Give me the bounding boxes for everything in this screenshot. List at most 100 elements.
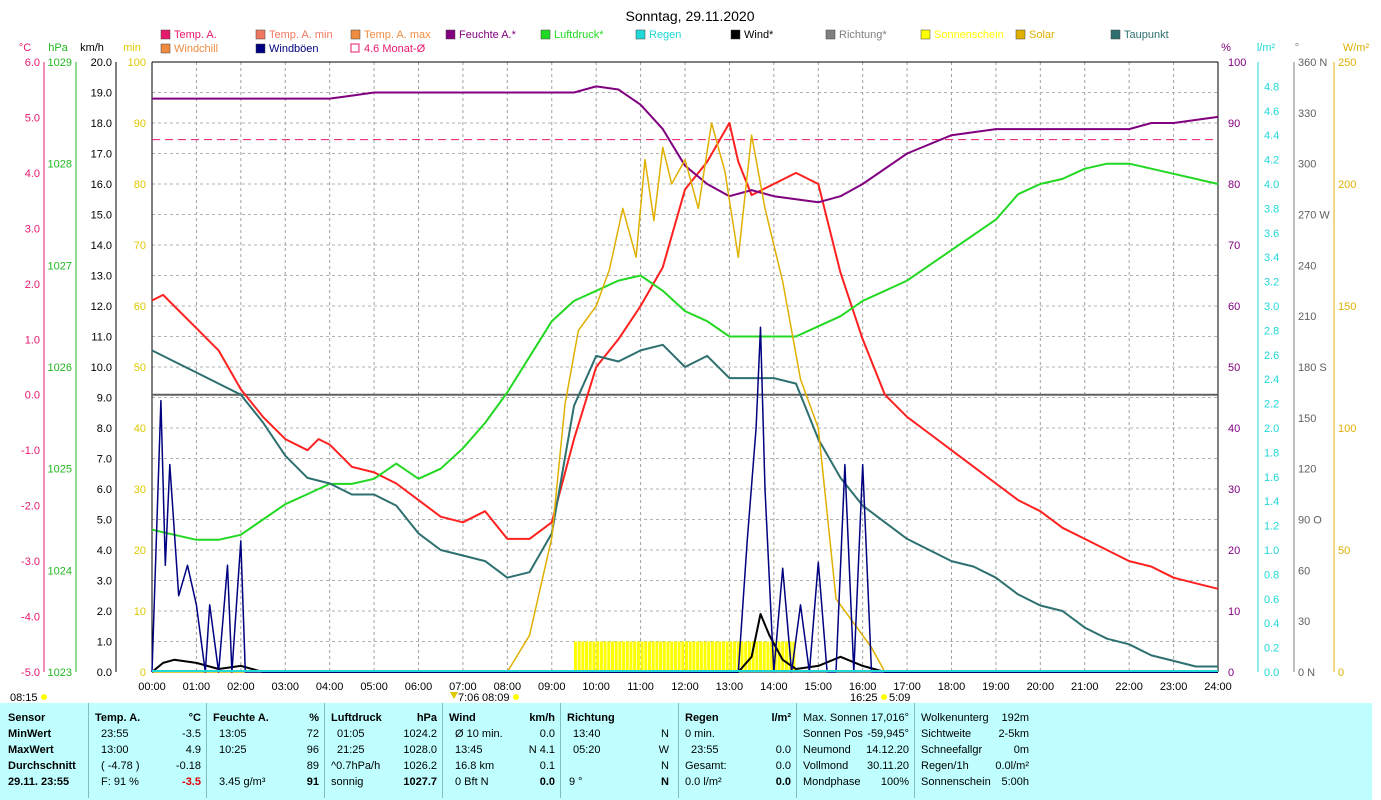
y-tick-wind: 17.0 [91,149,112,161]
dawn-icon [450,692,458,699]
row-label-avg: Durchschnitt [8,760,76,772]
y-tick-direction: 120 [1298,464,1316,476]
legend-label: Taupunkt [1124,29,1169,41]
y-tick-rain: 0.6 [1264,594,1279,606]
x-tick-label: 02:00 [227,681,255,693]
y-tick-pressure: 1029 [48,57,72,69]
y-tick-temp: -1.0 [21,445,40,457]
sunshine-bar [625,641,629,672]
legend-swatch [255,43,266,54]
legend-label: Temp. A. [174,29,217,41]
y-tick-direction: 150 [1298,413,1316,425]
legend-label: Luftdruck* [554,29,604,41]
dusk-label: 5:09 [889,692,910,703]
legend-label: Temp. A. min [269,29,333,41]
y-tick-wind: 7.0 [97,454,112,466]
y-tick-temp: 0.0 [25,390,40,402]
sunshine-bar [692,641,696,672]
wind-beaufort: 0 Bft N [455,776,489,788]
x-tick-label: 05:00 [360,681,388,693]
y-tick-rain: 2.0 [1264,423,1279,435]
axis-unit-labels: °C hPa km/h min% l/m² ° W/m² [19,42,1370,54]
sunshine-bar [659,641,663,672]
x-tick-label: 22:00 [1115,681,1143,693]
y-tick-wind: 1.0 [97,637,112,649]
rain-1h-label: Regen/1h [921,760,969,772]
full-moon-value: 30.11.20 [866,760,909,772]
y-tick-wind: 18.0 [91,118,112,130]
y-tick-humidity: 0 [1228,667,1234,679]
temp-section: Temp. A. °C 23:55 -3.5 13:00 4.9 ( -4.78… [88,703,207,798]
pressure-min-value: 1024.2 [403,728,437,740]
y-tick-direction: 0 N [1298,667,1315,679]
y-tick-rain: 4.0 [1264,179,1279,191]
y-tick-sun_min: 20 [134,545,146,557]
sunshine-bar [710,641,714,672]
humidity-max-value: 96 [306,744,319,756]
sunshine-bar [718,641,722,672]
axis-unit-sun_min: min [123,42,141,54]
legend-label: Windböen [269,43,319,55]
sunshine-bar [733,641,737,672]
y-tick-wind: 10.0 [91,362,112,374]
sunshine-bar [622,641,626,672]
legend-label: Feuchte A.* [459,29,517,41]
row-label-current: 29.11. 23:55 [8,776,70,788]
y-tick-direction: 210 [1298,311,1316,323]
y-tick-rain: 1.8 [1264,447,1279,459]
y-tick-wind: 14.0 [91,240,112,252]
sunshine-bar [599,641,603,672]
y-tick-temp: -3.0 [21,556,40,568]
legend-label: Sonnenschein [934,29,1004,41]
legend-swatch [160,43,171,54]
humidity-unit: % [309,712,319,724]
x-tick-label: 24:00 [1204,681,1232,693]
temp-min-value: -3.5 [182,728,201,740]
twilight-label: 08:09 [482,692,510,703]
wind-current-value: 0.0 [539,776,555,788]
legend-swatch [540,29,551,40]
sunshine-bar [588,641,592,672]
x-tick-label: 13:00 [716,681,744,693]
x-tick-label: 09:00 [538,681,566,693]
y-tick-pressure: 1027 [48,260,72,272]
y-tick-temp: 4.0 [25,168,40,180]
y-tick-rain: 2.6 [1264,350,1279,362]
y-tick-solar: 250 [1338,57,1356,69]
humidity-current-value: 91 [306,776,319,788]
pressure-unit: hPa [416,712,437,724]
sunshine-bar [744,641,748,672]
legend-swatch [255,29,266,40]
y-tick-temp: 5.0 [25,112,40,124]
sunshine-bar [666,641,670,672]
pressure-min-time: 01:05 [337,728,365,740]
direction-min-time: 13:40 [573,728,601,740]
legend-swatch [1015,29,1026,40]
temp-current-note: F: 91 % [101,776,139,788]
temp-max-time: 13:00 [101,744,129,756]
y-tick-wind: 9.0 [97,393,112,405]
sunshine-label: Sonnenschein [921,776,991,788]
y-tick-wind: 8.0 [97,423,112,435]
y-tick-temp: 3.0 [25,223,40,235]
y-tick-wind: 4.0 [97,545,112,557]
astro-markers: 08:15 08:097:06 16:25 5:09 [10,692,910,703]
humidity-max-time: 10:25 [219,744,247,756]
axis-unit-solar: W/m² [1343,42,1370,54]
y-tick-rain: 1.4 [1264,496,1279,508]
sunshine-bar [596,641,600,672]
y-tick-humidity: 70 [1228,240,1240,252]
y-tick-direction: 60 [1298,565,1310,577]
rain-max-value: 0.0 [775,744,791,756]
y-tick-wind: 2.0 [97,606,112,618]
y-tick-rain: 1.2 [1264,521,1279,533]
legend-swatch [635,29,646,40]
sunshine-bar [603,641,607,672]
sunshine-bar [784,641,788,672]
y-tick-wind: 0.0 [97,667,112,679]
legend: Temp. A. Temp. A. min Temp. A. max Feuchte … [160,29,1169,55]
direction-title: Richtung [567,712,615,724]
sunshine-bar [592,641,596,672]
legend-swatch [920,29,931,40]
y-tick-rain: 2.8 [1264,325,1279,337]
